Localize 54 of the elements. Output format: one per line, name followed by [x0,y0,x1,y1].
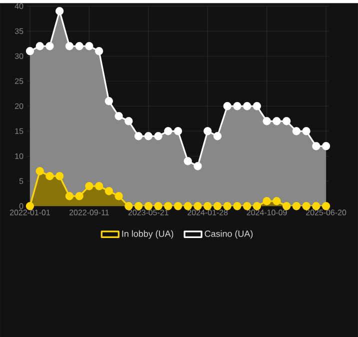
point [114,192,123,200]
point [302,202,310,210]
point [75,42,84,50]
point [174,126,182,136]
legend-label: Casino (UA) [204,230,253,239]
point [124,116,133,126]
point [85,182,94,190]
point [65,42,74,50]
point [36,166,44,176]
point [164,126,172,136]
point [282,116,291,126]
point [302,126,310,136]
point [46,172,54,180]
point [252,102,262,110]
point [312,142,320,150]
point [223,102,232,110]
point [243,102,252,110]
point [85,42,94,50]
point [292,126,301,136]
point [65,192,74,200]
point [204,126,212,136]
legend-label: In lobby (UA) [122,230,174,239]
point [164,202,172,210]
point [272,116,281,126]
point [194,162,202,170]
point [114,112,123,120]
point [94,182,104,190]
point [322,142,330,150]
point [262,196,271,206]
point [36,42,44,50]
point [26,46,34,56]
point [104,186,114,196]
point [282,202,291,210]
point [184,202,192,210]
point [46,42,54,50]
point [94,46,104,56]
point [174,202,182,210]
point [55,6,64,16]
point [124,202,133,210]
point [272,196,281,206]
point [213,132,222,140]
point [243,202,252,210]
point [144,132,152,140]
point [262,116,271,126]
point [104,96,114,106]
point [233,102,242,110]
point [292,202,301,210]
point [233,202,242,210]
point [55,172,64,180]
point [154,132,162,140]
point [184,156,192,166]
point [223,202,232,210]
point [134,132,143,140]
point [75,192,84,200]
